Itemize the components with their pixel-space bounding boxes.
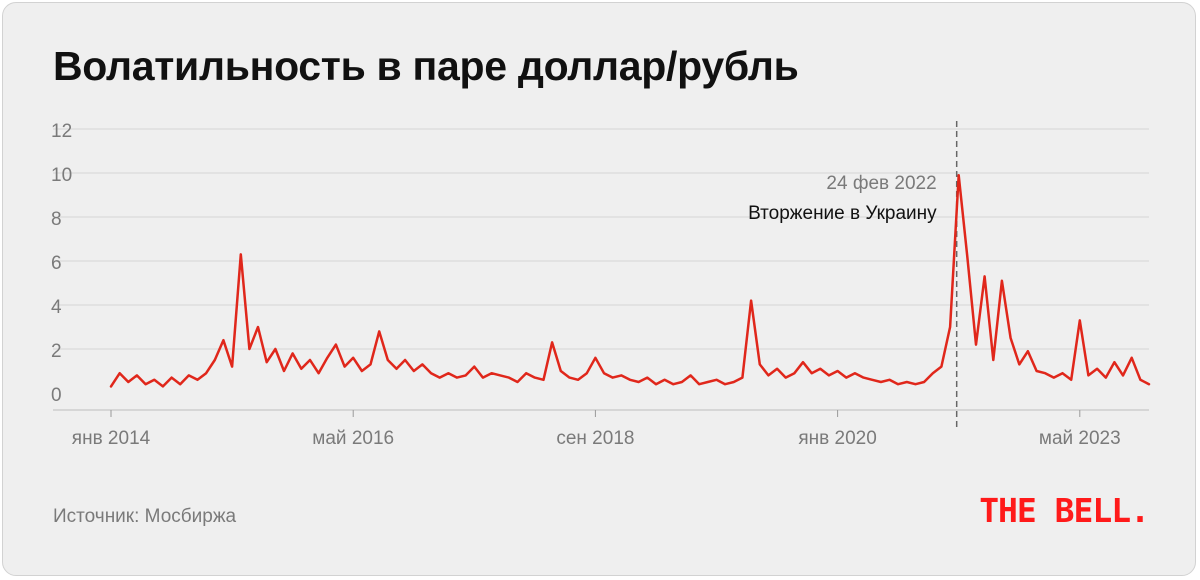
y-tick-label: 12 [51,121,72,142]
annotation-date: 24 фев 2022 [826,173,936,194]
y-tick-label: 0 [51,385,62,406]
y-tick-label: 4 [51,297,62,318]
the-bell-logo: THE BELL. [979,491,1150,530]
x-tick-label: май 2016 [312,428,394,449]
y-tick-label: 8 [51,209,62,230]
series-line [109,173,1151,388]
x-tick-label: сен 2018 [556,428,634,449]
x-tick-label: май 2023 [1039,428,1121,449]
x-tick-label: янв 2014 [72,428,151,449]
y-tick-label: 2 [51,341,62,362]
y-tick-label: 10 [51,165,72,186]
source-note: Источник: Мосбиржа [53,506,237,527]
x-tick-label: янв 2020 [798,428,876,449]
chart-title: Волатильность в паре доллар/рубль [53,43,799,89]
annotation-text: Вторжение в Украину [748,203,937,224]
y-tick-label: 6 [51,253,62,274]
line-chart: 24 фев 2022 Вторжение в Украину 0 2 4 6 8 10 12… [51,121,1151,449]
